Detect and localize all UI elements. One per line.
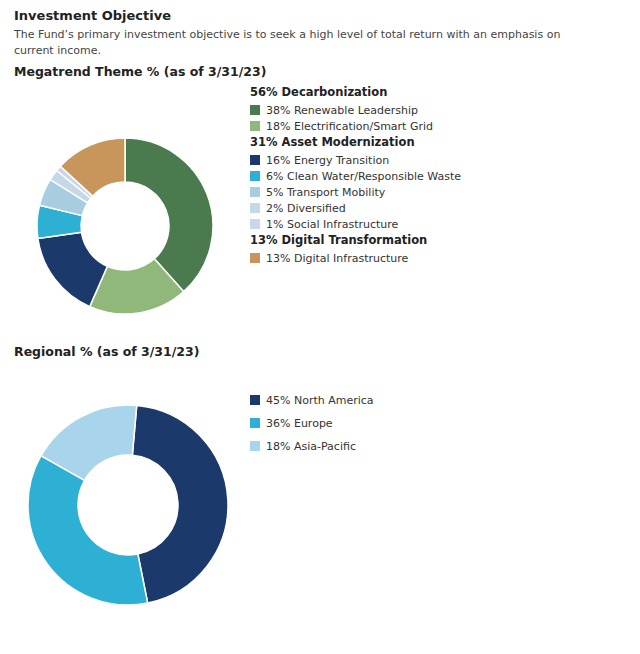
slices bbox=[28, 405, 228, 605]
slice bbox=[60, 138, 125, 196]
subtitle-line: The Fund’s primary investment objective … bbox=[13, 28, 560, 41]
page: Investment Objective The Fund’s primary i… bbox=[0, 0, 640, 654]
legend-swatch bbox=[250, 187, 260, 197]
legend-label: 18% Asia-Pacific bbox=[266, 440, 356, 453]
legend-label: 45% North America bbox=[266, 394, 374, 407]
legend-label: 2% Diversified bbox=[266, 202, 346, 215]
legend-swatch bbox=[250, 219, 260, 229]
slice bbox=[28, 456, 148, 605]
chart: Regional % (as of 3/31/23) 45% North Amer… bbox=[14, 344, 374, 605]
legend-swatch bbox=[250, 105, 260, 115]
slices bbox=[37, 138, 213, 314]
legend-swatch bbox=[250, 171, 260, 181]
legend-label: 38% Renewable Leadership bbox=[266, 104, 418, 117]
slice bbox=[41, 405, 137, 480]
legend-swatch bbox=[250, 418, 260, 428]
slice bbox=[38, 232, 107, 306]
legend-swatch bbox=[250, 203, 260, 213]
legend-label: 5% Transport Mobility bbox=[266, 186, 386, 199]
chart-title: Regional % (as of 3/31/23) bbox=[14, 344, 199, 359]
legend-group-header: 13% Digital Transformation bbox=[250, 233, 427, 247]
legend-swatch bbox=[250, 121, 260, 131]
legend-label: 6% Clean Water/Responsible Waste bbox=[266, 170, 461, 183]
legend-swatch bbox=[250, 155, 260, 165]
legend-label: 13% Digital Infrastructure bbox=[266, 252, 409, 265]
chart-title: Megatrend Theme % (as of 3/31/23) bbox=[14, 64, 266, 79]
legend-swatch bbox=[250, 253, 260, 263]
legend-group-header: 56% Decarbonization bbox=[250, 85, 387, 99]
legend-label: 18% Electrification/Smart Grid bbox=[266, 120, 433, 133]
subtitle: The Fund’s primary investment objective … bbox=[13, 28, 560, 57]
legend-group-header: 31% Asset Modernization bbox=[250, 135, 415, 149]
legend-label: 1% Social Infrastructure bbox=[266, 218, 399, 231]
legend: 56% Decarbonization 38% Renewable Leaders… bbox=[250, 85, 461, 265]
slice bbox=[132, 405, 228, 603]
page-title: Investment Objective bbox=[14, 8, 171, 23]
legend-swatch bbox=[250, 395, 260, 405]
legend-label: 16% Energy Transition bbox=[266, 154, 389, 167]
chart: Megatrend Theme % (as of 3/31/23) 56% Dec… bbox=[14, 64, 461, 314]
legend: 45% North America 36% Europe 18% Asia-Paci… bbox=[250, 394, 374, 453]
subtitle-line: current income. bbox=[14, 44, 101, 57]
legend-swatch bbox=[250, 441, 260, 451]
legend-label: 36% Europe bbox=[266, 417, 333, 430]
